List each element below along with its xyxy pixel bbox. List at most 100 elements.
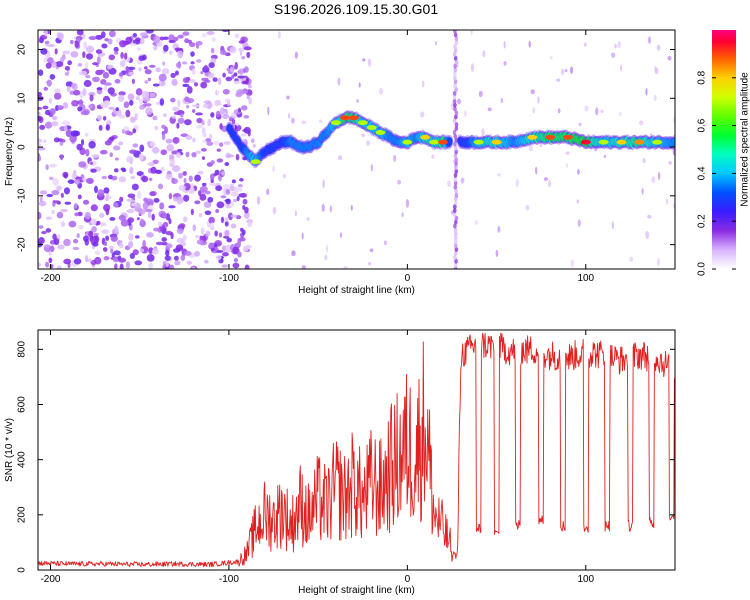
noise-speckle bbox=[665, 197, 669, 206]
noise-speckle bbox=[178, 172, 183, 179]
noise-speckle bbox=[139, 248, 145, 253]
vertical-streak-mark bbox=[453, 223, 457, 229]
noise-speckle bbox=[570, 66, 574, 74]
noise-speckle bbox=[131, 78, 135, 85]
ridge-peak bbox=[429, 139, 440, 145]
vertical-streak-mark bbox=[454, 87, 458, 93]
noise-speckle bbox=[301, 120, 307, 124]
noise-speckle bbox=[205, 190, 211, 195]
noise-speckle bbox=[176, 200, 182, 205]
noise-speckle bbox=[82, 178, 88, 182]
noise-speckle bbox=[218, 142, 224, 147]
noise-speckle bbox=[96, 220, 101, 226]
snr-x-tick-label: 100 bbox=[577, 574, 594, 585]
noise-speckle bbox=[161, 81, 166, 86]
noise-speckle bbox=[65, 129, 73, 138]
vertical-streak-mark bbox=[453, 102, 457, 108]
noise-speckle bbox=[321, 203, 325, 212]
noise-speckle bbox=[135, 96, 140, 101]
snr-x-axis-label: Height of straight line (km) bbox=[298, 585, 415, 596]
noise-speckle bbox=[291, 250, 296, 257]
colorbar-gradient bbox=[712, 30, 736, 269]
noise-speckle bbox=[230, 214, 238, 218]
noise-speckle bbox=[172, 136, 180, 144]
noise-speckle bbox=[584, 42, 587, 47]
noise-speckle bbox=[54, 48, 58, 55]
noise-speckle bbox=[82, 51, 86, 59]
noise-speckle bbox=[144, 69, 152, 75]
noise-speckle bbox=[272, 206, 277, 215]
noise-speckle bbox=[431, 154, 435, 159]
noise-speckle bbox=[306, 217, 310, 221]
noise-speckle bbox=[109, 152, 113, 157]
noise-speckle bbox=[343, 265, 348, 269]
noise-speckle bbox=[118, 91, 126, 96]
noise-speckle bbox=[221, 125, 228, 132]
spectrogram-y-tick-label: 20 bbox=[17, 44, 28, 56]
noise-speckle bbox=[136, 217, 140, 221]
noise-speckle bbox=[195, 235, 200, 239]
noise-speckle bbox=[142, 239, 146, 248]
noise-speckle bbox=[159, 202, 165, 210]
noise-speckle bbox=[337, 77, 341, 86]
vertical-streak-mark bbox=[453, 250, 458, 256]
spectrogram-y-tick-label: -20 bbox=[17, 237, 28, 252]
noise-speckle bbox=[356, 99, 359, 103]
noise-speckle bbox=[115, 107, 119, 112]
noise-speckle bbox=[234, 61, 238, 70]
noise-speckle bbox=[56, 265, 62, 269]
noise-speckle bbox=[90, 218, 97, 226]
noise-speckle bbox=[204, 210, 212, 216]
noise-speckle bbox=[160, 166, 165, 172]
noise-speckle bbox=[101, 175, 107, 180]
vertical-streak-mark bbox=[452, 98, 457, 104]
noise-speckle bbox=[447, 180, 451, 187]
vertical-streak-mark bbox=[453, 75, 457, 81]
noise-speckle bbox=[561, 68, 564, 76]
noise-speckle bbox=[146, 254, 155, 262]
noise-speckle bbox=[184, 119, 192, 126]
noise-speckle bbox=[48, 176, 54, 181]
noise-speckle bbox=[152, 146, 160, 154]
noise-speckle bbox=[85, 75, 91, 79]
noise-speckle bbox=[196, 117, 203, 124]
noise-speckle bbox=[195, 112, 203, 116]
ridge-peak bbox=[634, 139, 645, 145]
noise-speckle bbox=[70, 51, 79, 58]
noise-speckle bbox=[76, 30, 84, 36]
noise-speckle bbox=[629, 256, 634, 262]
noise-speckle bbox=[577, 168, 580, 175]
noise-speckle bbox=[91, 226, 97, 233]
ridge-peak bbox=[652, 139, 663, 145]
noise-speckle bbox=[177, 50, 184, 59]
vertical-streak-mark bbox=[452, 94, 457, 100]
noise-speckle bbox=[92, 241, 99, 247]
noise-speckle bbox=[103, 241, 108, 247]
noise-speckle bbox=[645, 87, 648, 96]
noise-speckle bbox=[64, 125, 68, 132]
noise-speckle bbox=[128, 72, 135, 76]
noise-speckle bbox=[224, 162, 230, 167]
noise-speckle bbox=[49, 108, 56, 115]
noise-speckle bbox=[362, 58, 366, 62]
noise-speckle bbox=[168, 40, 176, 44]
ridge-peak bbox=[402, 139, 413, 145]
noise-speckle bbox=[44, 40, 50, 45]
noise-speckle bbox=[161, 213, 167, 219]
noise-speckle bbox=[169, 50, 173, 55]
noise-speckle bbox=[148, 64, 156, 68]
noise-speckle bbox=[53, 200, 61, 204]
noise-speckle bbox=[44, 30, 48, 37]
noise-speckle bbox=[112, 145, 121, 151]
noise-speckle bbox=[74, 40, 80, 48]
ridge-peak bbox=[598, 139, 609, 145]
noise-speckle bbox=[71, 83, 76, 89]
noise-speckle bbox=[208, 72, 215, 79]
noise-speckle bbox=[481, 128, 485, 137]
noise-speckle bbox=[565, 162, 569, 168]
noise-speckle bbox=[173, 111, 181, 116]
noise-speckle bbox=[180, 113, 184, 118]
noise-speckle bbox=[175, 244, 184, 251]
noise-speckle bbox=[190, 208, 194, 216]
noise-speckle bbox=[619, 111, 622, 117]
